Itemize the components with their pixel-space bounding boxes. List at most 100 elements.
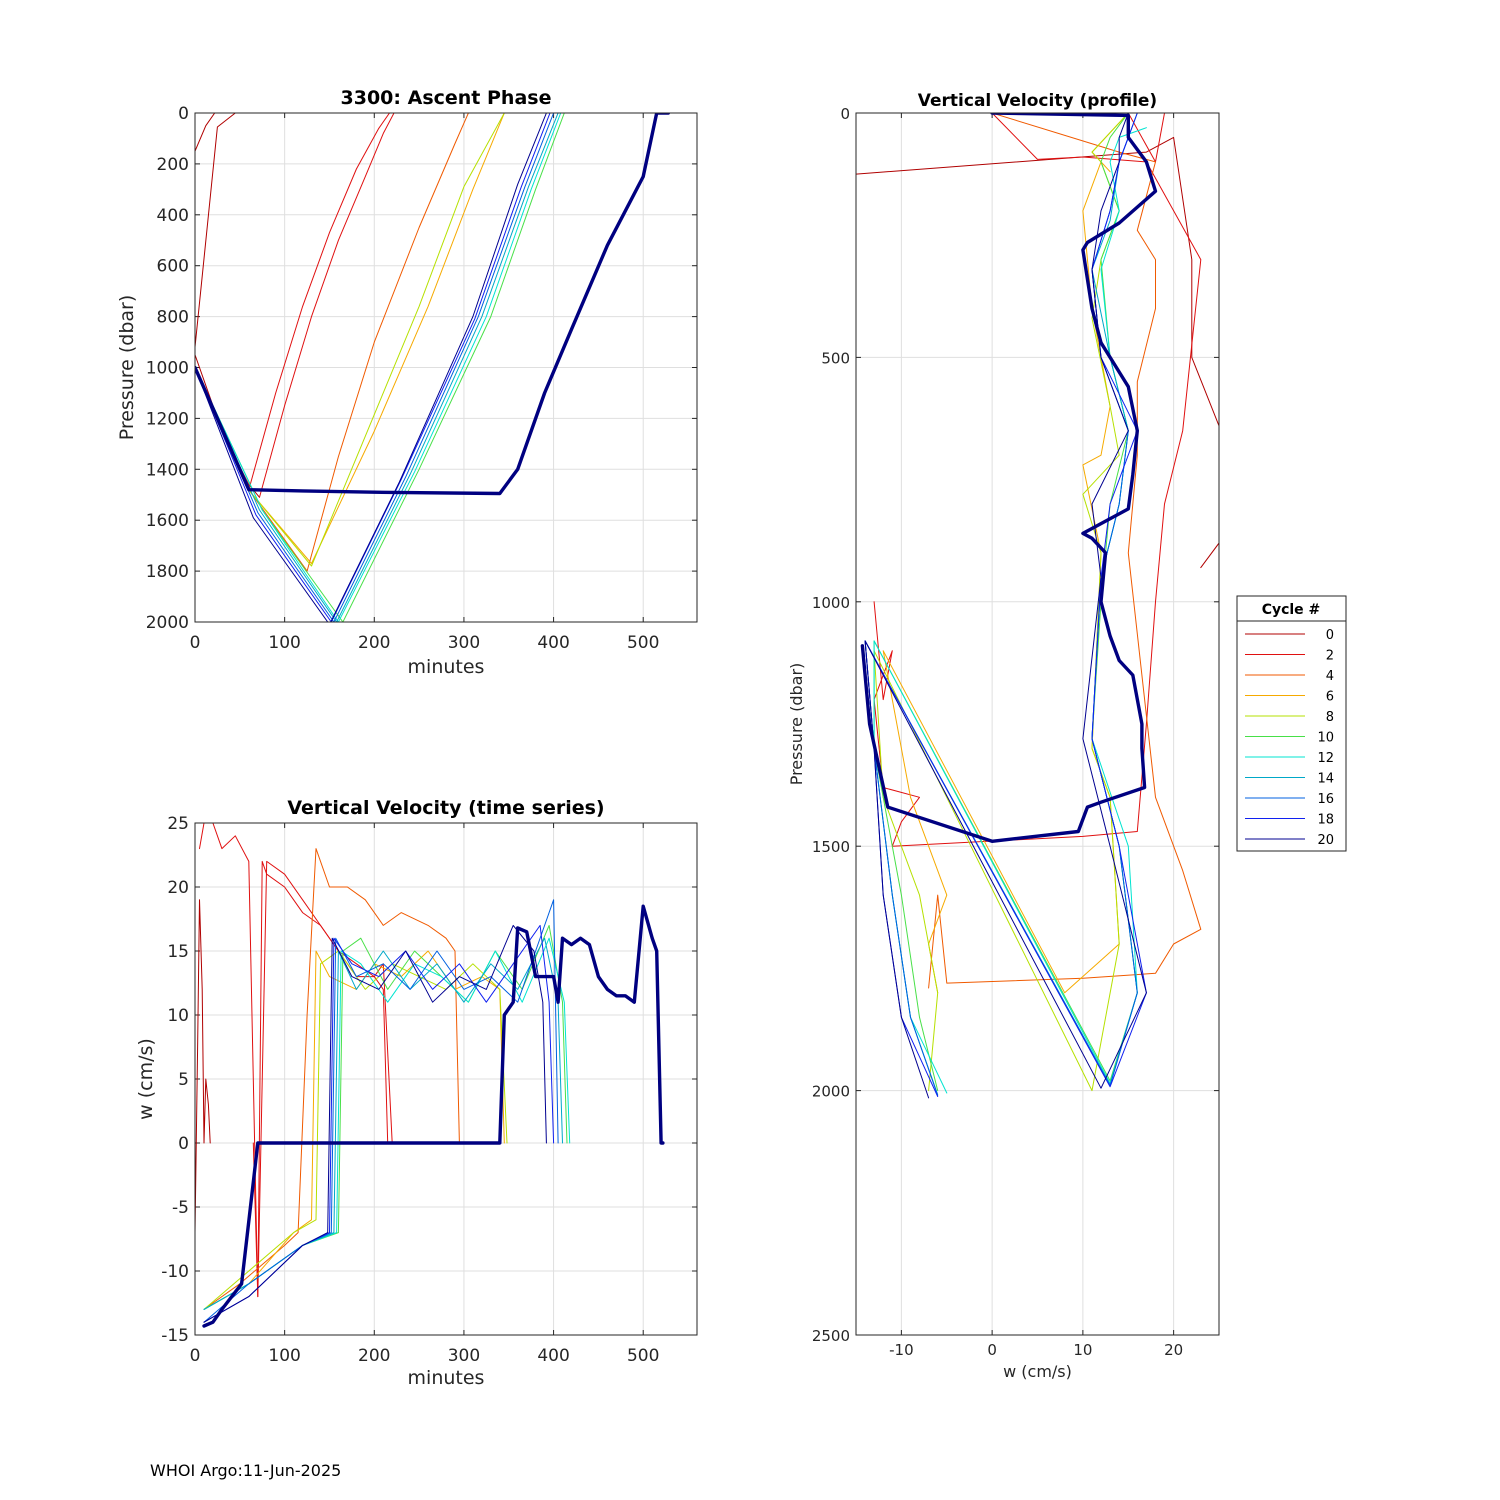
legend-label: 4 xyxy=(1326,669,1334,684)
series-line xyxy=(199,823,393,1298)
legend-entry: 10 xyxy=(1245,731,1334,746)
x-tick-label: 0 xyxy=(987,1341,997,1359)
x-tick-label: 0 xyxy=(190,1346,201,1366)
legend-entry: 6 xyxy=(1245,690,1334,705)
x-tick-label: 300 xyxy=(448,633,480,653)
legend-label: 20 xyxy=(1317,833,1334,848)
y-tick-label: 20 xyxy=(167,878,189,898)
x-axis-label: minutes xyxy=(408,1367,485,1389)
x-tick-label: 20 xyxy=(1164,1341,1183,1359)
y-tick-label: -15 xyxy=(161,1326,189,1346)
y-tick-label: 1500 xyxy=(812,838,850,856)
x-axis-label: minutes xyxy=(408,656,485,678)
x-tick-label: -10 xyxy=(889,1341,914,1359)
y-tick-label: 1600 xyxy=(146,511,189,531)
y-tick-label: 600 xyxy=(157,257,189,277)
series-group xyxy=(195,113,670,622)
x-tick-label: 400 xyxy=(537,633,569,653)
x-tick-label: 100 xyxy=(268,1346,300,1366)
series-line xyxy=(873,113,1202,847)
series-line xyxy=(195,899,211,1234)
x-tick-label: 300 xyxy=(448,1346,480,1366)
legend-entry: 14 xyxy=(1245,772,1334,787)
series-line-highlight xyxy=(195,113,670,496)
y-tick-label: 800 xyxy=(157,308,189,328)
series-line xyxy=(195,113,216,152)
series-line xyxy=(195,113,562,622)
y-tick-label: 0 xyxy=(178,1134,189,1154)
x-tick-label: 500 xyxy=(627,633,659,653)
legend-entry: 18 xyxy=(1245,813,1334,828)
y-tick-label: 2500 xyxy=(812,1327,850,1345)
grid-lines xyxy=(194,112,697,623)
legend-entry: 8 xyxy=(1245,710,1334,725)
y-tick-label: 1000 xyxy=(146,359,189,379)
x-tick-label: 400 xyxy=(537,1346,569,1366)
chart-title: Vertical Velocity (profile) xyxy=(918,91,1157,111)
y-tick-label: 1400 xyxy=(146,460,189,480)
cycle-legend: Cycle # 0 2 4 6 8 10 12 14 16 18 20 xyxy=(1236,595,1347,852)
legend-label: 2 xyxy=(1326,649,1334,664)
series-line xyxy=(928,113,1202,989)
x-tick-label: 10 xyxy=(1073,1341,1092,1359)
series-line xyxy=(203,848,465,1310)
y-tick-label: -5 xyxy=(172,1198,189,1218)
legend-entries: 0 2 4 6 8 10 12 14 16 18 20 xyxy=(1245,628,1334,848)
axes-frame xyxy=(194,112,698,623)
grid-lines xyxy=(856,112,1219,1336)
y-tick-label: 1800 xyxy=(146,562,189,582)
x-tick-label: 0 xyxy=(190,633,201,653)
chart-title: 3300: Ascent Phase xyxy=(341,87,552,109)
y-axis-label: Pressure (dbar) xyxy=(116,295,138,441)
series-line xyxy=(203,950,508,1310)
y-axis-label: w (cm/s) xyxy=(135,1038,157,1120)
legend-entry: 4 xyxy=(1245,669,1334,684)
series-line xyxy=(195,113,555,622)
y-tick-label: 0 xyxy=(840,105,850,123)
ascent-phase-plot: 0 100 200 300 400 500 0 200 400 600 800 1000 1200 140… xyxy=(116,87,698,678)
x-tick-label: 200 xyxy=(358,633,390,653)
y-tick-label: 2000 xyxy=(812,1083,850,1101)
y-tick-label: 25 xyxy=(167,814,189,834)
series-line xyxy=(864,113,1147,1099)
series-line xyxy=(248,113,390,491)
x-tick-label: 500 xyxy=(627,1346,659,1366)
y-tick-label: 0 xyxy=(178,104,189,124)
chart-title: Vertical Velocity (time series) xyxy=(287,797,604,819)
footer-stamp: WHOI Argo:11-Jun-2025 xyxy=(150,1461,341,1480)
series-group xyxy=(195,823,665,1328)
legend-label: 12 xyxy=(1317,751,1334,766)
legend-label: 10 xyxy=(1317,731,1334,746)
legend-label: 6 xyxy=(1326,690,1334,705)
legend-label: 14 xyxy=(1317,772,1334,787)
y-tick-label: 1200 xyxy=(146,409,189,429)
x-tick-label: 100 xyxy=(268,633,300,653)
axes-frame xyxy=(194,822,698,1336)
y-axis-label: Pressure (dbar) xyxy=(787,663,806,786)
plot-area xyxy=(856,113,1219,1335)
x-axis-label: w (cm/s) xyxy=(1003,1362,1072,1381)
legend-entry: 12 xyxy=(1245,751,1334,766)
velocity-timeseries-plot: 0 100 200 300 400 500 -15 -10 -5 0 5 10 15 20 25 Vertic… xyxy=(135,797,698,1389)
series-line xyxy=(195,113,559,622)
legend-label: 0 xyxy=(1326,628,1334,643)
series-line xyxy=(856,136,1219,569)
legend-label: 18 xyxy=(1317,813,1334,828)
y-tick-label: 10 xyxy=(167,1006,189,1026)
velocity-profile-plot: -10 0 10 20 0 500 1000 1500 2000 2500 Vertical Vel… xyxy=(787,91,1220,1381)
series-line-highlight xyxy=(202,904,665,1328)
legend-box xyxy=(1236,595,1347,852)
axes-frame xyxy=(855,112,1220,1336)
series-line xyxy=(259,113,395,498)
y-tick-label: 200 xyxy=(157,155,189,175)
y-tick-label: 1000 xyxy=(812,594,850,612)
series-line xyxy=(195,113,551,622)
legend-entry: 16 xyxy=(1245,792,1334,807)
legend-entry: 0 xyxy=(1245,628,1334,643)
legend-label: 8 xyxy=(1326,710,1334,725)
series-line-highlight xyxy=(860,113,1158,843)
y-tick-label: 5 xyxy=(178,1070,189,1090)
legend-entry: 2 xyxy=(1245,649,1334,664)
series-group xyxy=(856,113,1219,1099)
